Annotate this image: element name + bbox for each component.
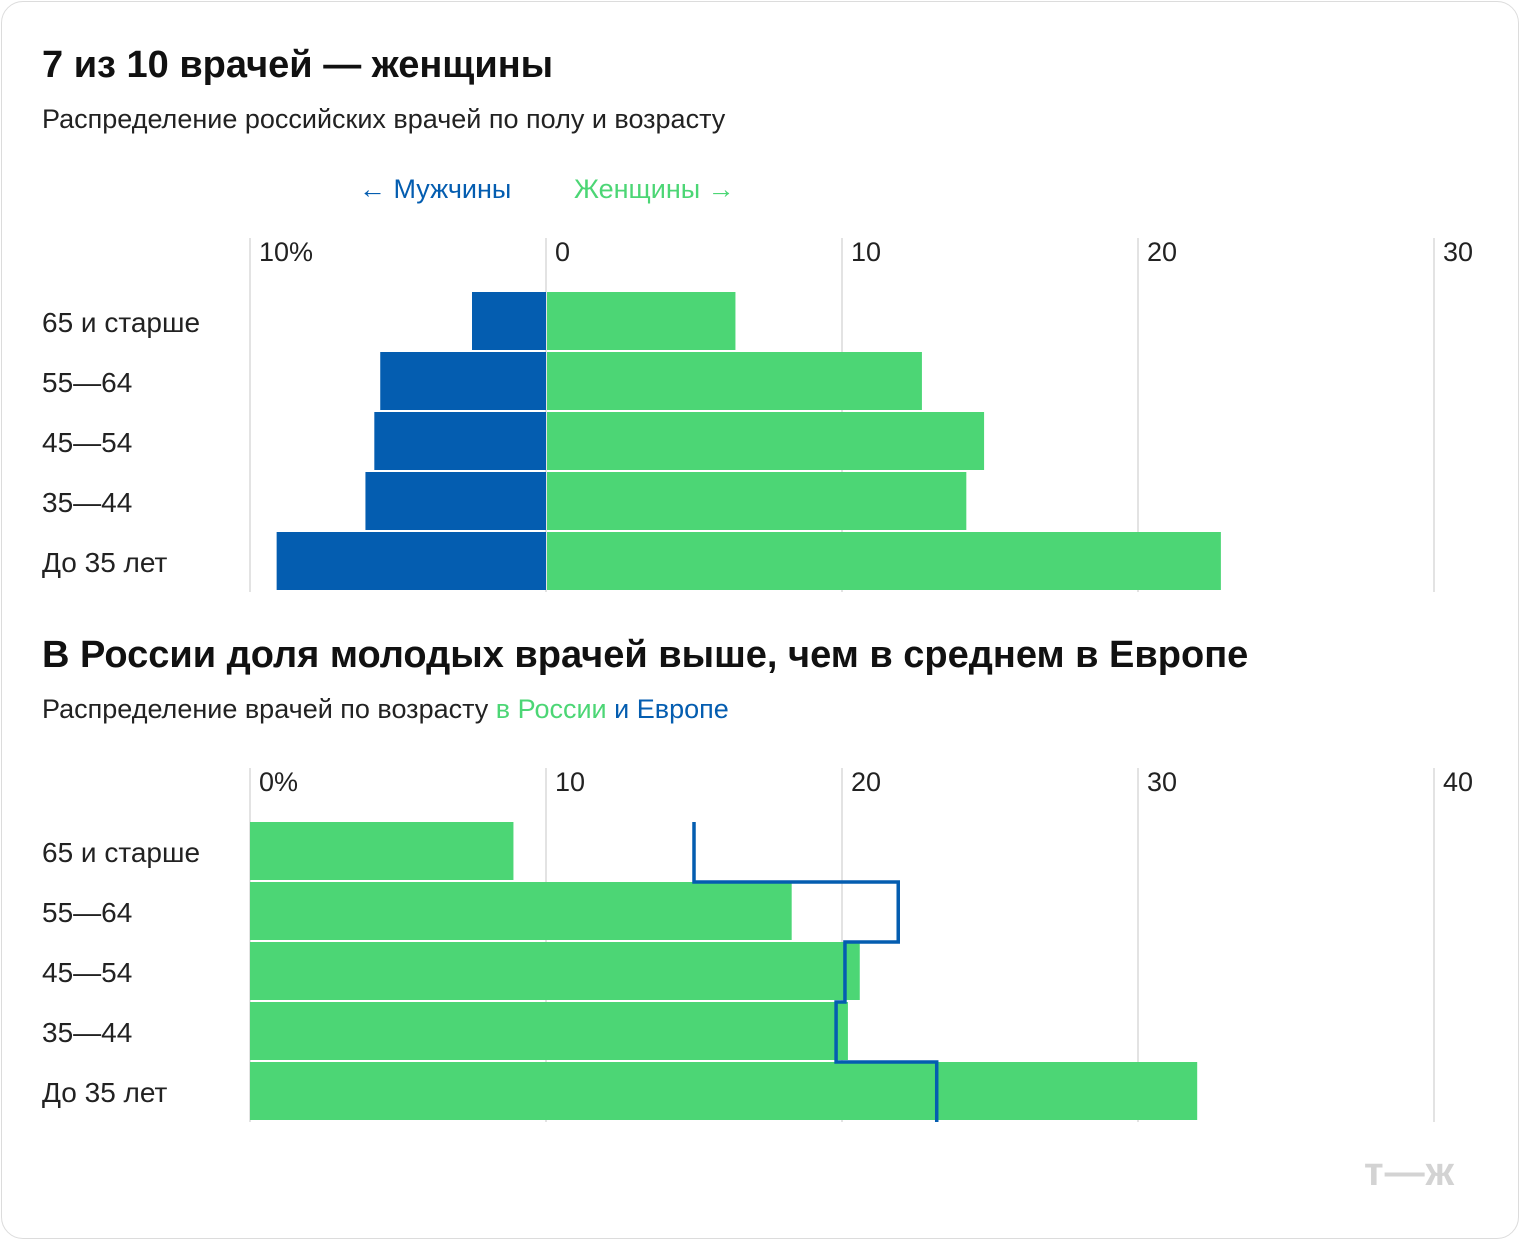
- age-category-label: 55—64: [42, 897, 132, 928]
- men-bar: [374, 412, 546, 470]
- legend-men: ← Мужчины: [359, 174, 512, 204]
- pyramid-category-label: 35—44: [42, 487, 132, 518]
- legend-europe: и Европе: [614, 694, 729, 724]
- pyramid-tick-label: 30: [1443, 237, 1473, 267]
- chart2-title: В России доля молодых врачей выше, чем в…: [42, 634, 1249, 676]
- pyramid-category-label: 45—54: [42, 427, 132, 458]
- pyramid-category-label: 65 и старше: [42, 307, 200, 338]
- russia-bar: [250, 1002, 848, 1060]
- chart2-subtitle: Распределение врачей по возрасту в Росси…: [42, 694, 729, 725]
- age-category-label: 65 и старше: [42, 837, 200, 868]
- chart-title: 7 из 10 врачей — женщины: [42, 44, 554, 86]
- age-tick-label: 10: [555, 767, 585, 797]
- women-bar: [547, 292, 736, 350]
- pyramid-category-label: 55—64: [42, 367, 132, 398]
- russia-bar: [250, 942, 860, 1000]
- chart2-subtitle-prefix: Распределение врачей по возрасту: [42, 694, 489, 724]
- europe-step-line: [692, 822, 939, 1122]
- russia-bar: [250, 1062, 1198, 1120]
- russia-bar: [250, 882, 792, 940]
- chart-subtitle: Распределение российских врачей по полу …: [42, 104, 726, 134]
- pyramid-chart: 10% 0 10 20 30 65 и старше 55—64 45—54 35—44 До 3…: [42, 237, 1473, 592]
- age-tick-label: 40: [1443, 767, 1473, 797]
- women-bar: [547, 352, 922, 410]
- age-tick-label: 0%: [259, 767, 298, 797]
- men-bar: [276, 532, 546, 590]
- pyramid-tick-label: 20: [1147, 237, 1177, 267]
- russia-bar: [250, 822, 514, 880]
- age-category-label: 35—44: [42, 1017, 132, 1048]
- men-bar: [380, 352, 546, 410]
- women-bar: [547, 532, 1221, 590]
- pyramid-tick-label: 10%: [259, 237, 313, 267]
- brand-logo: т—ж: [1364, 1150, 1455, 1194]
- women-bar: [547, 472, 967, 530]
- legend-women: Женщины →: [574, 174, 735, 204]
- pyramid-tick-label: 0: [555, 237, 570, 267]
- legend-russia: в России: [495, 694, 607, 724]
- women-bar: [547, 412, 985, 470]
- age-tick-label: 30: [1147, 767, 1177, 797]
- men-bar: [472, 292, 546, 350]
- age-category-label: 45—54: [42, 957, 132, 988]
- pyramid-category-label: До 35 лет: [42, 547, 168, 578]
- men-bar: [365, 472, 546, 530]
- age-tick-label: 20: [851, 767, 881, 797]
- pyramid-tick-label: 10: [851, 237, 881, 267]
- age-category-label: До 35 лет: [42, 1077, 168, 1108]
